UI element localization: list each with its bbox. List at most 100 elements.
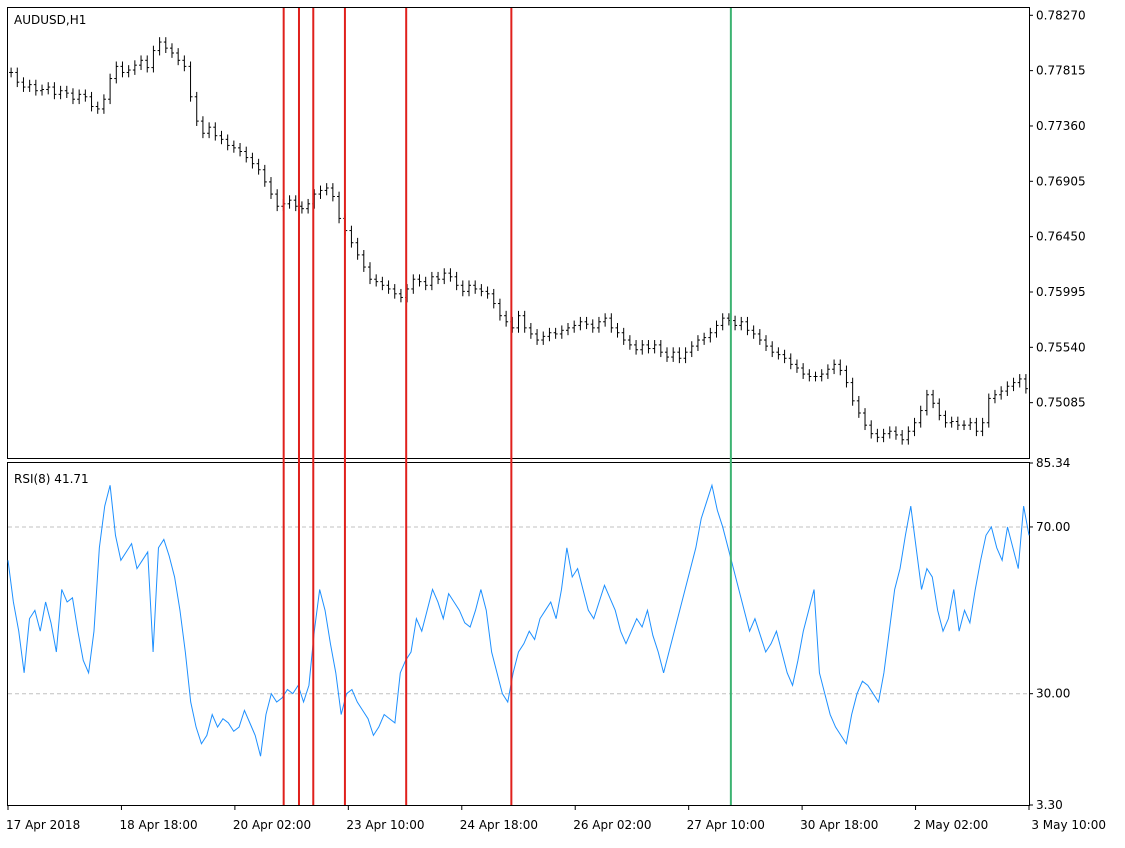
price-bar — [497, 298, 502, 321]
price-bar — [1017, 374, 1022, 388]
vertical-markers — [282, 8, 732, 805]
price-bar — [392, 284, 397, 299]
price-bar — [225, 134, 230, 151]
price-bar — [318, 185, 323, 199]
price-bar — [937, 398, 942, 421]
price-bar — [528, 323, 533, 339]
price-bar — [64, 85, 69, 98]
price-bar — [962, 420, 967, 431]
time-tick-label: 17 Apr 2018 — [6, 818, 80, 832]
price-bar — [584, 316, 589, 330]
rsi-y-tick-label: 70.00 — [1036, 520, 1070, 534]
price-bar — [349, 225, 354, 248]
price-bar — [621, 327, 626, 345]
price-bar — [436, 271, 441, 285]
price-bar — [671, 347, 676, 362]
price-bar — [1011, 377, 1016, 392]
price-bar — [850, 377, 855, 406]
price-bar — [504, 310, 509, 327]
rsi-y-tick-label: 3.30 — [1036, 798, 1063, 812]
price-bar — [479, 284, 484, 297]
price-bar — [244, 146, 249, 163]
price-bar — [875, 428, 880, 443]
price-bar — [949, 416, 954, 428]
time-tick-label: 18 Apr 18:00 — [119, 818, 197, 832]
price-bar — [398, 288, 403, 303]
price-bar — [355, 237, 360, 260]
price-bar — [126, 65, 131, 78]
price-bar — [101, 94, 106, 114]
price-bar — [863, 408, 868, 431]
price-y-tick-label: 0.77360 — [1036, 119, 1086, 133]
price-bar — [856, 395, 861, 418]
price-bar — [491, 288, 496, 309]
price-bar — [677, 347, 682, 364]
price-bar — [547, 327, 552, 342]
time-tick-label: 20 Apr 02:00 — [233, 818, 311, 832]
price-bar — [825, 364, 830, 379]
price-bar — [658, 340, 663, 358]
time-tick-label: 27 Apr 10:00 — [687, 818, 765, 832]
price-bar — [745, 316, 750, 336]
time-tick-label: 3 May 10:00 — [1031, 818, 1106, 832]
rsi-line-group — [7, 483, 1030, 757]
price-bar — [231, 140, 236, 153]
price-bar — [764, 335, 769, 351]
rsi-y-axis: 85.34 70.00 30.00 3.30 — [1029, 456, 1070, 812]
price-bar — [182, 55, 187, 72]
price-bar — [108, 73, 113, 105]
price-bar — [454, 271, 459, 291]
price-bar — [15, 67, 20, 88]
price-bar — [200, 116, 205, 139]
price-bar — [832, 359, 837, 375]
price-bar — [275, 189, 280, 212]
price-bar — [733, 315, 738, 331]
price-bar — [869, 420, 874, 439]
time-tick-label: 26 Apr 02:00 — [573, 818, 651, 832]
price-bar — [256, 158, 261, 175]
price-bar — [893, 426, 898, 440]
price-bar — [163, 37, 168, 53]
time-axis: 17 Apr 2018 18 Apr 18:00 20 Apr 02:00 23 Ap… — [6, 805, 1106, 832]
rsi-panel-frame — [7, 462, 1030, 806]
price-bar — [813, 371, 818, 382]
price-bar — [720, 313, 725, 331]
price-bar — [213, 122, 218, 141]
price-bar — [268, 177, 273, 199]
price-bar — [52, 82, 57, 100]
price-bar — [572, 320, 577, 333]
price-bar — [609, 313, 614, 333]
price-bar — [262, 164, 267, 187]
price-bar — [992, 389, 997, 404]
price-bar — [522, 310, 527, 333]
price-bar — [931, 389, 936, 409]
rsi-label: RSI(8) 41.71 — [14, 472, 89, 486]
price-bars — [9, 37, 1028, 445]
price-bar — [466, 280, 471, 297]
price-bar — [782, 349, 787, 364]
price-bar — [27, 79, 32, 92]
price-bar — [324, 183, 329, 196]
price-bar — [139, 55, 144, 71]
price-bar — [238, 143, 243, 157]
price-bar — [207, 122, 212, 139]
price-bar — [739, 316, 744, 331]
time-tick-label: 23 Apr 10:00 — [346, 818, 424, 832]
price-bar — [955, 416, 960, 431]
price-bar — [683, 347, 688, 364]
price-bar — [485, 286, 490, 299]
price-bar — [999, 386, 1004, 400]
price-y-tick-label: 0.78270 — [1036, 8, 1086, 22]
price-bar — [58, 85, 63, 100]
price-bar — [330, 183, 335, 202]
price-bar — [411, 274, 416, 294]
price-bar — [120, 61, 125, 78]
price-bar — [819, 369, 824, 382]
price-bar — [380, 276, 385, 291]
price-bar — [299, 201, 304, 214]
price-bar — [553, 327, 558, 339]
rsi-line — [7, 483, 1030, 757]
price-bar — [151, 45, 156, 73]
price-bar — [460, 280, 465, 297]
